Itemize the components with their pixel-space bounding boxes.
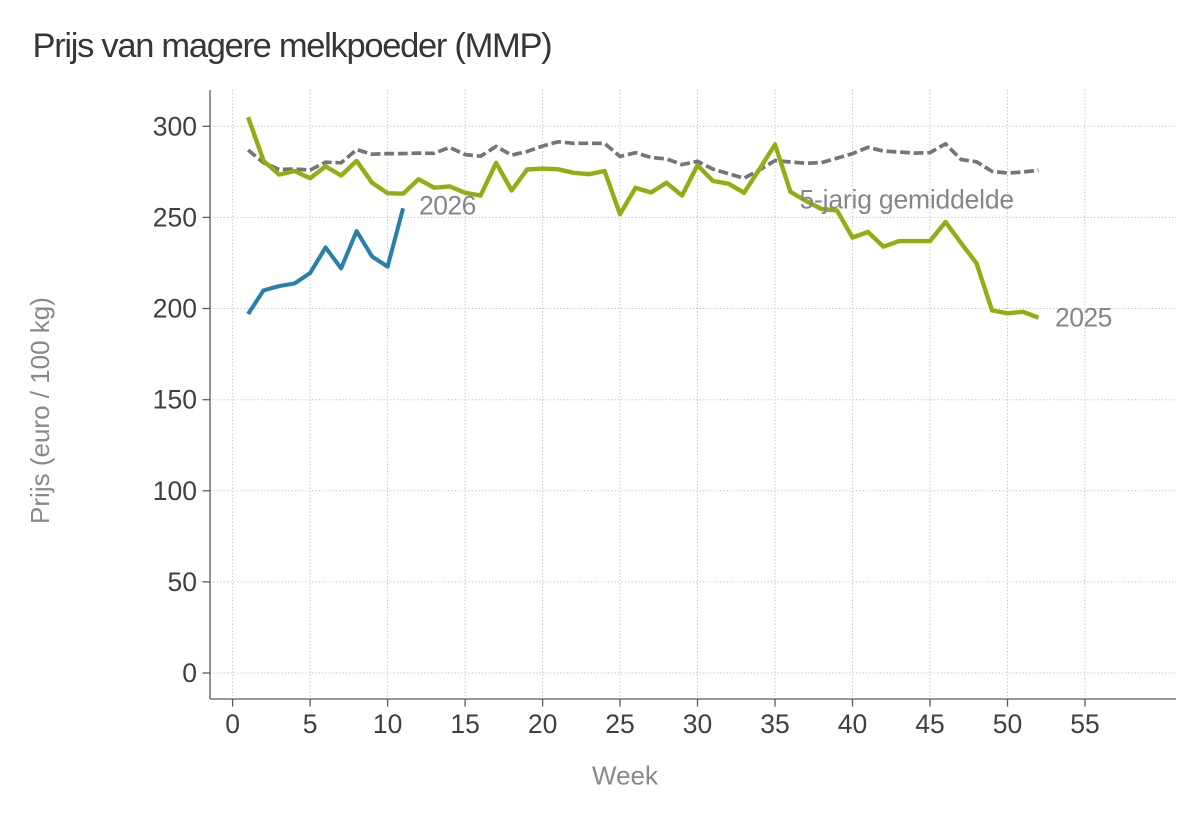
svg-text:150: 150 — [153, 385, 197, 415]
svg-text:5: 5 — [303, 709, 318, 739]
svg-text:100: 100 — [153, 476, 197, 506]
svg-text:5-jarig gemiddelde: 5-jarig gemiddelde — [800, 184, 1014, 214]
svg-text:45: 45 — [915, 709, 944, 739]
svg-text:10: 10 — [373, 709, 402, 739]
svg-text:2026: 2026 — [419, 191, 476, 221]
svg-text:200: 200 — [153, 294, 197, 324]
svg-text:20: 20 — [528, 709, 557, 739]
svg-text:15: 15 — [450, 709, 479, 739]
svg-text:300: 300 — [153, 111, 197, 141]
svg-text:0: 0 — [225, 709, 240, 739]
svg-text:Week: Week — [592, 761, 659, 791]
svg-text:Prijs (euro / 100 kg): Prijs (euro / 100 kg) — [25, 297, 55, 524]
svg-text:250: 250 — [153, 202, 197, 232]
svg-text:2025: 2025 — [1055, 303, 1112, 333]
svg-text:Prijs van magere melkpoeder (M: Prijs van magere melkpoeder (MMP) — [33, 27, 552, 65]
svg-text:55: 55 — [1070, 709, 1099, 739]
svg-text:35: 35 — [760, 709, 789, 739]
svg-text:25: 25 — [605, 709, 634, 739]
svg-text:40: 40 — [838, 709, 867, 739]
svg-text:50: 50 — [993, 709, 1022, 739]
svg-text:50: 50 — [168, 567, 197, 597]
svg-text:0: 0 — [182, 658, 197, 688]
svg-text:30: 30 — [683, 709, 712, 739]
